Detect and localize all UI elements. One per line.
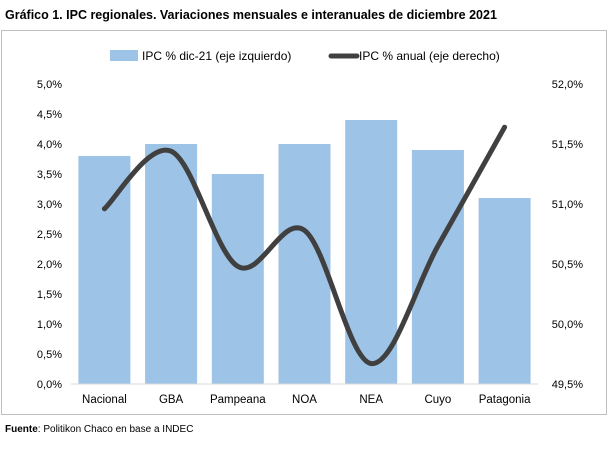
x-tick-label: Cuyo <box>424 394 451 406</box>
y-right-tick-label: 49,5% <box>552 379 583 391</box>
x-tick-label: Nacional <box>82 394 127 406</box>
y-left-tick-label: 0,0% <box>37 379 62 391</box>
x-tick-label: NEA <box>359 394 383 406</box>
bar-cuyo <box>411 150 464 384</box>
chart-frame <box>1 30 607 415</box>
y-left-tick-label: 5,0% <box>37 79 62 91</box>
x-tick-label: Patagonia <box>479 394 531 406</box>
y-left-tick-label: 1,5% <box>37 289 62 301</box>
x-tick-label: GBA <box>159 394 184 406</box>
legend-swatch-bar <box>110 50 138 61</box>
y-left-tick-label: 2,5% <box>37 229 62 241</box>
y-left-tick-label: 2,0% <box>37 259 62 271</box>
y-right-tick-label: 50,5% <box>552 259 583 271</box>
axes: 0,0% 0,5% 1,0% 1,5% 2,0% 2,5% 3,0% 3,5% 4,0% 4,5%… <box>37 79 583 406</box>
source-text: : Politikon Chaco en base a INDEC <box>37 424 194 435</box>
y-right-tick-label: 50,0% <box>552 319 583 331</box>
x-tick-label: Pampeana <box>210 394 266 406</box>
y-right-tick-label: 51,5% <box>552 139 583 151</box>
y-right-tick-label: 52,0% <box>552 79 583 91</box>
y-left-tick-label: 4,0% <box>37 139 62 151</box>
legend: IPC % dic-21 (eje izquierdo) IPC % anual … <box>110 49 500 63</box>
bar-patagonia <box>478 198 531 384</box>
line-series <box>101 124 508 367</box>
y-left-tick-label: 0,5% <box>37 349 62 361</box>
line-anual <box>101 124 508 367</box>
chart-title: Gráfico 1. IPC regionales. Variaciones m… <box>5 8 497 22</box>
y-right-tick-label: 51,0% <box>552 199 583 211</box>
x-tick-label: NOA <box>292 394 317 406</box>
y-left-tick-label: 3,0% <box>37 199 62 211</box>
bar-series <box>78 120 531 384</box>
legend-label-bar: IPC % dic-21 (eje izquierdo) <box>142 49 291 63</box>
source-note: Fuente: Politikon Chaco en base a INDEC <box>5 424 193 435</box>
source-label: Fuente <box>5 424 38 435</box>
bar-pampeana <box>211 174 264 384</box>
y-left-tick-label: 1,0% <box>37 319 62 331</box>
legend-label-line: IPC % anual (eje derecho) <box>359 49 500 63</box>
y-left-tick-label: 3,5% <box>37 169 62 181</box>
bar-nacional <box>78 156 131 384</box>
y-left-tick-label: 4,5% <box>37 109 62 121</box>
bar-gba <box>145 144 198 384</box>
